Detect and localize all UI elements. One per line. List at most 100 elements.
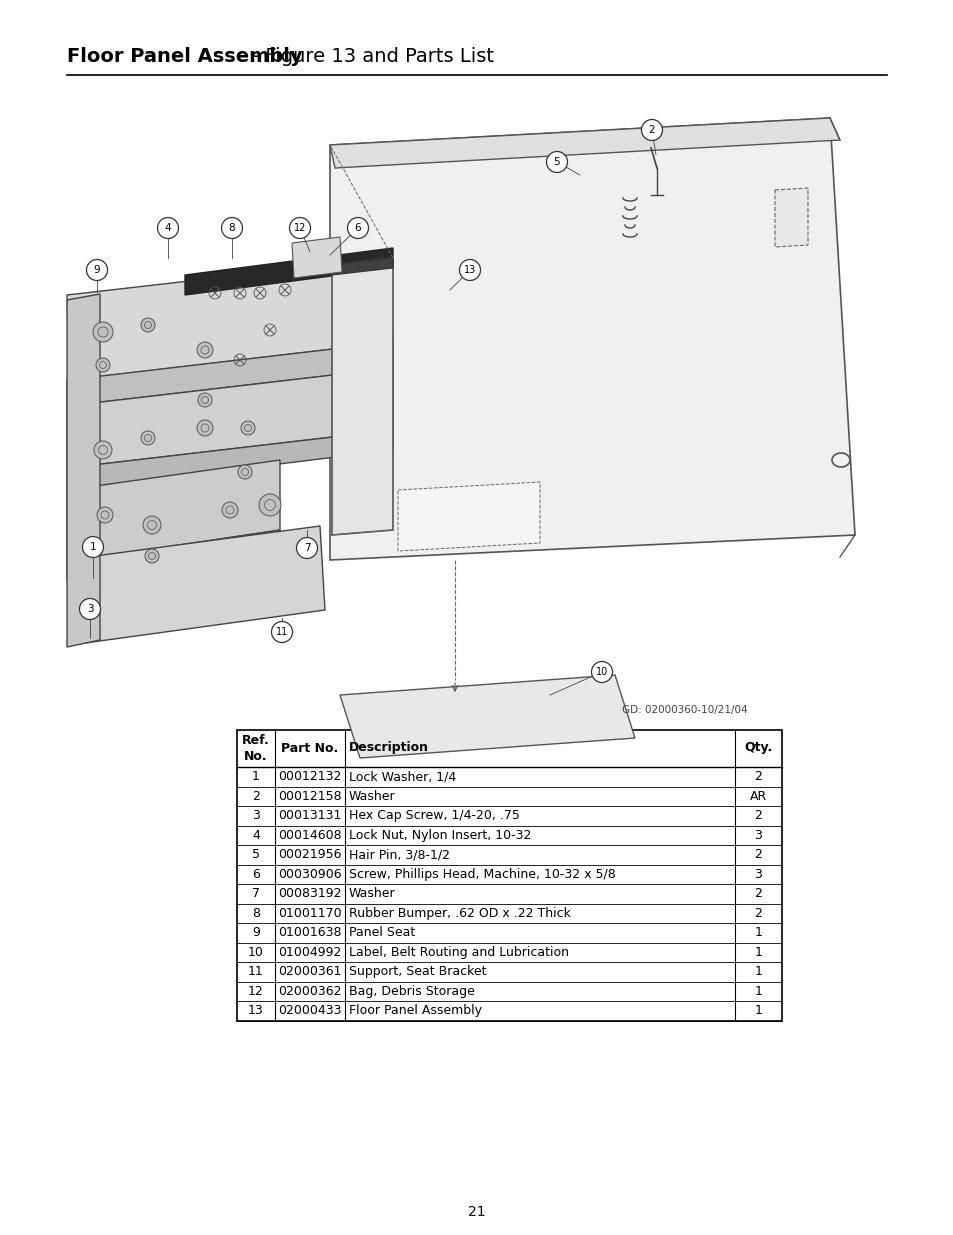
Text: 3: 3: [252, 809, 259, 823]
Circle shape: [79, 599, 100, 620]
Text: 10: 10: [248, 946, 264, 958]
Text: Floor Panel Assembly: Floor Panel Assembly: [349, 1004, 481, 1018]
Text: GD: 02000360-10/21/04: GD: 02000360-10/21/04: [621, 705, 747, 715]
Circle shape: [143, 516, 161, 534]
Text: - Figure 13 and Parts List: - Figure 13 and Parts List: [252, 47, 494, 65]
Text: 12: 12: [248, 984, 264, 998]
Text: 01001638: 01001638: [277, 926, 341, 940]
Polygon shape: [67, 258, 393, 380]
Text: 01001170: 01001170: [277, 906, 341, 920]
Polygon shape: [292, 237, 341, 278]
Polygon shape: [67, 430, 393, 490]
Text: 2: 2: [754, 848, 761, 861]
Text: 2: 2: [754, 887, 761, 900]
Text: No.: No.: [244, 750, 268, 762]
Text: Qty.: Qty.: [743, 741, 772, 755]
Text: 3: 3: [87, 604, 93, 614]
Polygon shape: [67, 342, 393, 406]
Circle shape: [97, 508, 112, 522]
Text: 00083192: 00083192: [277, 887, 341, 900]
Polygon shape: [67, 459, 280, 562]
Circle shape: [591, 662, 612, 683]
Text: 12: 12: [294, 224, 306, 233]
Circle shape: [222, 501, 237, 517]
Text: 6: 6: [355, 224, 361, 233]
Text: 02000433: 02000433: [277, 1004, 341, 1018]
Circle shape: [289, 217, 310, 238]
Text: 3: 3: [754, 829, 761, 842]
Text: Lock Nut, Nylon Insert, 10-32: Lock Nut, Nylon Insert, 10-32: [349, 829, 531, 842]
Text: 2: 2: [648, 125, 655, 135]
Text: Hex Cap Screw, 1/4-20, .75: Hex Cap Screw, 1/4-20, .75: [349, 809, 519, 823]
Text: 11: 11: [248, 966, 264, 978]
Text: Support, Seat Bracket: Support, Seat Bracket: [349, 966, 486, 978]
Text: 7: 7: [252, 887, 260, 900]
Text: Description: Description: [349, 741, 429, 755]
Circle shape: [347, 217, 368, 238]
Text: Washer: Washer: [349, 887, 395, 900]
Polygon shape: [330, 119, 840, 168]
Text: 21: 21: [468, 1205, 485, 1219]
Text: 2: 2: [754, 809, 761, 823]
Text: 1: 1: [754, 966, 761, 978]
Circle shape: [272, 621, 293, 642]
Bar: [236, 730, 781, 1020]
Text: Hair Pin, 3/8-1/2: Hair Pin, 3/8-1/2: [349, 848, 450, 861]
Text: Floor Panel Assembly: Floor Panel Assembly: [67, 47, 302, 65]
Polygon shape: [67, 368, 393, 468]
Text: 02000361: 02000361: [277, 966, 341, 978]
Text: 1: 1: [754, 984, 761, 998]
Text: AR: AR: [749, 789, 766, 803]
Circle shape: [296, 537, 317, 558]
Circle shape: [459, 259, 480, 280]
Text: 6: 6: [252, 868, 259, 881]
Circle shape: [196, 342, 213, 358]
Text: 1: 1: [754, 1004, 761, 1018]
Polygon shape: [67, 530, 280, 580]
Circle shape: [141, 317, 154, 332]
Text: 5: 5: [252, 848, 260, 861]
Polygon shape: [185, 248, 393, 295]
Circle shape: [221, 217, 242, 238]
Text: Rubber Bumper, .62 OD x .22 Thick: Rubber Bumper, .62 OD x .22 Thick: [349, 906, 570, 920]
Text: 4: 4: [252, 829, 259, 842]
Text: Bag, Debris Storage: Bag, Debris Storage: [349, 984, 475, 998]
Text: 13: 13: [248, 1004, 264, 1018]
Text: 13: 13: [463, 266, 476, 275]
Polygon shape: [339, 676, 635, 758]
Circle shape: [640, 120, 661, 141]
Text: 00030906: 00030906: [277, 868, 341, 881]
Circle shape: [145, 550, 159, 563]
Circle shape: [94, 441, 112, 459]
Text: 7: 7: [303, 543, 310, 553]
Text: Ref.: Ref.: [242, 734, 270, 746]
Circle shape: [96, 358, 110, 372]
Circle shape: [546, 152, 567, 173]
Circle shape: [241, 421, 254, 435]
Text: Lock Washer, 1/4: Lock Washer, 1/4: [349, 771, 456, 783]
Polygon shape: [330, 119, 854, 559]
Text: Screw, Phillips Head, Machine, 10-32 x 5/8: Screw, Phillips Head, Machine, 10-32 x 5…: [349, 868, 615, 881]
Text: 10: 10: [596, 667, 607, 677]
Circle shape: [237, 466, 252, 479]
Circle shape: [258, 494, 281, 516]
Text: Part No.: Part No.: [281, 741, 338, 755]
Text: 01004992: 01004992: [277, 946, 341, 958]
Text: 2: 2: [754, 771, 761, 783]
Polygon shape: [774, 188, 807, 247]
Polygon shape: [397, 482, 539, 551]
Polygon shape: [332, 258, 393, 535]
Text: 00021956: 00021956: [277, 848, 341, 861]
Text: 1: 1: [252, 771, 259, 783]
Text: 9: 9: [252, 926, 259, 940]
Circle shape: [87, 259, 108, 280]
Text: 02000362: 02000362: [277, 984, 341, 998]
Text: 8: 8: [229, 224, 235, 233]
Text: 4: 4: [165, 224, 172, 233]
Text: 00012158: 00012158: [277, 789, 341, 803]
Text: 11: 11: [275, 627, 288, 637]
Text: Label, Belt Routing and Lubrication: Label, Belt Routing and Lubrication: [349, 946, 568, 958]
Text: 2: 2: [754, 906, 761, 920]
Text: Washer: Washer: [349, 789, 395, 803]
Text: 1: 1: [754, 946, 761, 958]
